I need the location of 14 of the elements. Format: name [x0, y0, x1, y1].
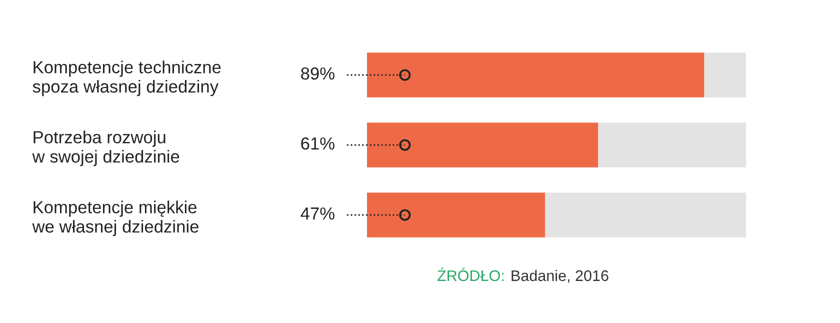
- bar: [545, 192, 746, 238]
- data-label: 61%: [301, 137, 334, 150]
- y-tick-label: Potrzeba rozwoju w swojej dziedzinie: [32, 130, 180, 166]
- text: ŹRÓDŁO:: [437, 268, 504, 282]
- bar: [367, 52, 704, 98]
- bar: [367, 192, 546, 238]
- data-label: 89%: [301, 67, 334, 80]
- bar: [598, 122, 746, 168]
- bar: [367, 122, 598, 168]
- y-tick-label: Kompetencje miękkie we własnej dziedzinie: [32, 200, 198, 236]
- data-label: 47%: [300, 207, 334, 220]
- bar: [704, 52, 746, 98]
- text: Badanie, 2016: [512, 270, 608, 283]
- y-tick-label: Kompetencje techniczne spoza własnej dziedziny: [32, 60, 221, 96]
